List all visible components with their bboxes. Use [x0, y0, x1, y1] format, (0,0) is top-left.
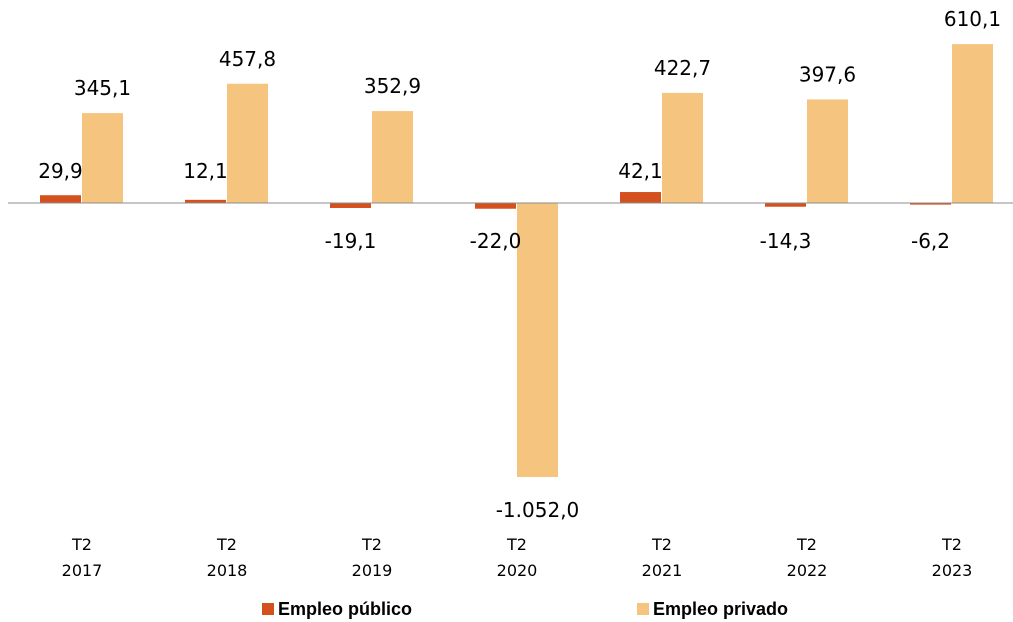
bars-group: [40, 44, 993, 477]
value-label-public-1: 12,1: [183, 159, 228, 183]
category-label-2-0: T2: [361, 535, 382, 554]
category-label-4-0: T2: [651, 535, 672, 554]
bar-private-3: [517, 203, 558, 477]
legend-label-public: Empleo público: [278, 598, 413, 619]
category-label-5-0: T2: [796, 535, 817, 554]
legend-item-private: Empleo privado: [637, 598, 788, 620]
value-label-public-0: 29,9: [38, 159, 83, 183]
category-label-3-0: T2: [506, 535, 527, 554]
bar-public-6: [910, 203, 951, 205]
category-label-6-1: 2023: [932, 561, 973, 580]
bar-public-4: [620, 192, 661, 203]
bar-private-6: [952, 44, 993, 203]
bar-public-5: [765, 203, 806, 207]
value-labels-group: 29,9 12,1 -19,1 -22,0 42,1 -14,3 -6,2 345,1 457,…: [38, 7, 1001, 522]
value-label-public-3: -22,0: [470, 229, 522, 253]
value-label-private-5: 397,6: [799, 62, 856, 86]
bar-public-2: [330, 203, 371, 208]
category-label-1-1: 2018: [207, 561, 248, 580]
legend-label-private: Empleo privado: [653, 598, 789, 619]
legend-item-public: Empleo público: [262, 598, 412, 620]
bar-private-5: [807, 99, 848, 203]
category-label-6-0: T2: [941, 535, 962, 554]
value-label-private-1: 457,8: [219, 47, 276, 71]
value-label-public-6: -6,2: [911, 229, 950, 253]
value-label-public-2: -19,1: [325, 229, 377, 253]
value-label-private-6: 610,1: [944, 7, 1001, 31]
value-label-private-2: 352,9: [364, 74, 421, 98]
bar-private-2: [372, 111, 413, 203]
legend-swatch-private: [637, 603, 649, 615]
value-label-public-5: -14,3: [760, 229, 812, 253]
bar-public-0: [40, 195, 81, 203]
category-label-4-1: 2021: [642, 561, 683, 580]
value-label-public-4: 42,1: [618, 159, 663, 183]
category-labels-group: T2 2017 T2 2018 T2 2019 T2 2020 T2 2021 T2 2022 T2 20…: [62, 535, 973, 580]
category-label-0-0: T2: [71, 535, 92, 554]
category-label-1-0: T2: [216, 535, 237, 554]
legend-swatch-public: [262, 603, 274, 615]
bar-public-3: [475, 203, 516, 209]
category-label-2-1: 2019: [352, 561, 393, 580]
category-label-5-1: 2022: [787, 561, 828, 580]
bar-private-1: [227, 83, 268, 203]
bar-private-0: [82, 113, 123, 203]
value-label-private-4: 422,7: [654, 56, 711, 80]
value-label-private-3: -1.052,0: [496, 498, 580, 522]
category-label-0-1: 2017: [62, 561, 103, 580]
bar-public-1: [185, 199, 226, 203]
category-label-3-1: 2020: [497, 561, 538, 580]
value-label-private-0: 345,1: [74, 76, 131, 100]
bar-private-4: [662, 92, 703, 203]
